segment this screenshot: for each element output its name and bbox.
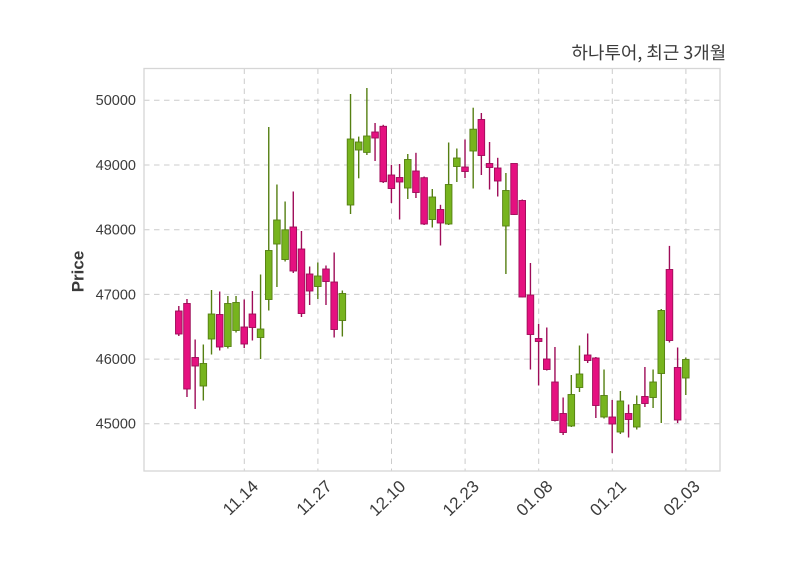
svg-text:46000: 46000 xyxy=(96,352,136,368)
svg-text:Price: Price xyxy=(69,251,88,293)
svg-text:45000: 45000 xyxy=(96,417,136,433)
svg-text:49000: 49000 xyxy=(96,158,136,174)
svg-text:50000: 50000 xyxy=(96,93,136,109)
svg-text:48000: 48000 xyxy=(96,223,136,239)
svg-text:47000: 47000 xyxy=(96,287,136,303)
